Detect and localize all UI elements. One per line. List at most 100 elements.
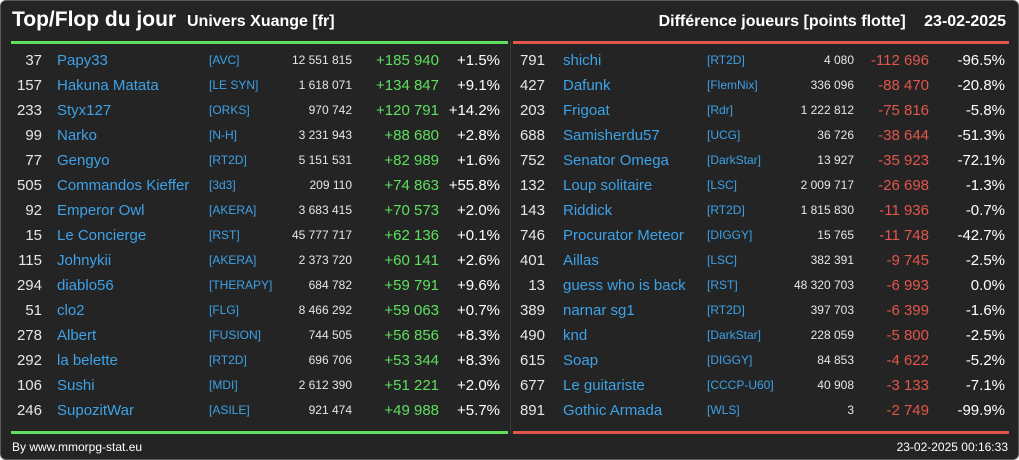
points-difference: -112 696: [870, 52, 929, 69]
player-name[interactable]: Procurator Meteor: [563, 227, 684, 244]
flop-row: 688 Samisherdu57 [UCG] 36 726 -38 644 -51.3%: [511, 123, 1018, 148]
player-name[interactable]: knd: [563, 327, 588, 344]
alliance-tag[interactable]: [LE SYN]: [209, 78, 259, 92]
player-name[interactable]: Samisherdu57: [563, 127, 660, 144]
alliance-tag[interactable]: [FLG]: [209, 303, 240, 317]
fleet-points: 3: [847, 403, 854, 417]
alliance-tag[interactable]: [RT2D]: [707, 203, 745, 217]
alliance-tag[interactable]: [N-H]: [209, 128, 237, 142]
fleet-points: 970 742: [308, 103, 352, 117]
alliance-tag[interactable]: [3d3]: [209, 178, 236, 192]
fleet-points: 336 096: [810, 78, 854, 92]
player-name[interactable]: Senator Omega: [563, 152, 669, 169]
alliance-tag[interactable]: [FlemNix]: [707, 78, 758, 92]
player-name[interactable]: SupozitWar: [57, 402, 134, 419]
percent-change: +0.1%: [457, 227, 500, 244]
fleet-points: 45 777 717: [291, 228, 352, 242]
player-name[interactable]: Aillas: [563, 252, 599, 269]
points-difference: -88 470: [878, 77, 929, 94]
percent-change: -96.5%: [957, 52, 1005, 69]
fleet-points: 13 927: [817, 153, 854, 167]
rank: 99: [25, 127, 42, 144]
date-label: 23-02-2025: [924, 13, 1006, 30]
alliance-tag[interactable]: [RST]: [707, 278, 738, 292]
alliance-tag[interactable]: [DIGGY]: [707, 353, 753, 367]
alliance-tag[interactable]: [WLS]: [707, 403, 740, 417]
points-difference: -35 923: [878, 152, 929, 169]
player-name[interactable]: Johnykii: [57, 252, 112, 269]
alliance-tag[interactable]: [RT2D]: [209, 353, 247, 367]
alliance-tag[interactable]: [UCG]: [707, 128, 741, 142]
fleet-points: 3 231 943: [298, 128, 352, 142]
player-name[interactable]: Soap: [563, 352, 599, 369]
alliance-tag[interactable]: [FUSION]: [209, 328, 262, 342]
rank: 92: [25, 202, 42, 219]
player-name[interactable]: Gothic Armada: [563, 402, 663, 419]
player-name[interactable]: Styx127: [57, 102, 112, 119]
player-name[interactable]: diablo56: [57, 277, 114, 294]
alliance-tag[interactable]: [RT2D]: [707, 53, 745, 67]
alliance-tag[interactable]: [AVC]: [209, 53, 240, 67]
source-credit[interactable]: By www.mmorpg-stat.eu: [12, 440, 143, 454]
percent-change: +8.3%: [457, 327, 500, 344]
fleet-points: 1 222 812: [800, 103, 854, 117]
flop-row: 752 Senator Omega [DarkStar] 13 927 -35 923 -…: [511, 148, 1018, 173]
fleet-points: 2 009 717: [800, 178, 854, 192]
player-name[interactable]: Emperor Owl: [57, 202, 145, 219]
player-name[interactable]: Loup solitaire: [563, 177, 653, 194]
alliance-tag[interactable]: [THERAPY]: [209, 278, 273, 292]
percent-change: -72.1%: [957, 152, 1005, 169]
alliance-tag[interactable]: [MDI]: [209, 378, 238, 392]
alliance-tag[interactable]: [Rdr]: [707, 103, 734, 117]
alliance-tag[interactable]: [RST]: [209, 228, 240, 242]
alliance-tag[interactable]: [LSC]: [707, 178, 738, 192]
alliance-tag[interactable]: [AKERA]: [209, 203, 257, 217]
player-name[interactable]: narnar sg1: [563, 302, 635, 319]
player-name[interactable]: Sushi: [57, 377, 95, 394]
alliance-tag[interactable]: [ASILE]: [209, 403, 250, 417]
player-name[interactable]: Gengyo: [57, 152, 110, 169]
percent-change: +2.6%: [457, 252, 500, 269]
header-info: Différence joueurs [points flotte] 23-02…: [659, 13, 1006, 31]
player-name[interactable]: Papy33: [57, 52, 108, 69]
fleet-points: 744 505: [308, 328, 352, 342]
top-row: 278 Albert [FUSION] 744 505 +56 856 +8.3%: [1, 323, 510, 348]
player-name[interactable]: Hakuna Matata: [57, 77, 159, 94]
player-name[interactable]: Le guitariste: [563, 377, 645, 394]
alliance-tag[interactable]: [LSC]: [707, 253, 738, 267]
top-accent-bar-bottom: [11, 431, 508, 434]
points-difference: +88 680: [384, 127, 439, 144]
player-name[interactable]: Dafunk: [563, 77, 611, 94]
player-name[interactable]: Riddick: [563, 202, 613, 219]
alliance-tag[interactable]: [RT2D]: [209, 153, 247, 167]
rank: 233: [16, 102, 42, 119]
player-name[interactable]: clo2: [57, 302, 85, 319]
rank: 294: [16, 277, 42, 294]
alliance-tag[interactable]: [CCCP-U60]: [707, 378, 774, 392]
points-difference: -9 745: [886, 252, 929, 269]
alliance-tag[interactable]: [ORKS]: [209, 103, 250, 117]
player-name[interactable]: la belette: [57, 352, 118, 369]
rank: 791: [519, 52, 545, 69]
alliance-tag[interactable]: [AKERA]: [209, 253, 257, 267]
rank: 278: [16, 327, 42, 344]
player-name[interactable]: Frigoat: [563, 102, 610, 119]
player-name[interactable]: Le Concierge: [57, 227, 147, 244]
points-difference: +70 573: [384, 202, 439, 219]
rank: 292: [16, 352, 42, 369]
rank: 115: [18, 252, 42, 269]
alliance-tag[interactable]: [RT2D]: [707, 303, 745, 317]
player-name[interactable]: Albert: [57, 327, 97, 344]
rank: 505: [16, 177, 42, 194]
rank: 106: [16, 377, 42, 394]
player-name[interactable]: shichi: [563, 52, 602, 69]
player-name[interactable]: guess who is back: [563, 277, 686, 294]
alliance-tag[interactable]: [DarkStar]: [707, 153, 762, 167]
fleet-points: 5 151 531: [298, 153, 352, 167]
points-difference: +49 988: [384, 402, 439, 419]
player-name[interactable]: Commandos Kieffer: [57, 177, 190, 194]
fleet-points: 4 080: [823, 53, 854, 67]
alliance-tag[interactable]: [DIGGY]: [707, 228, 753, 242]
alliance-tag[interactable]: [DarkStar]: [707, 328, 762, 342]
player-name[interactable]: Narko: [57, 127, 98, 144]
